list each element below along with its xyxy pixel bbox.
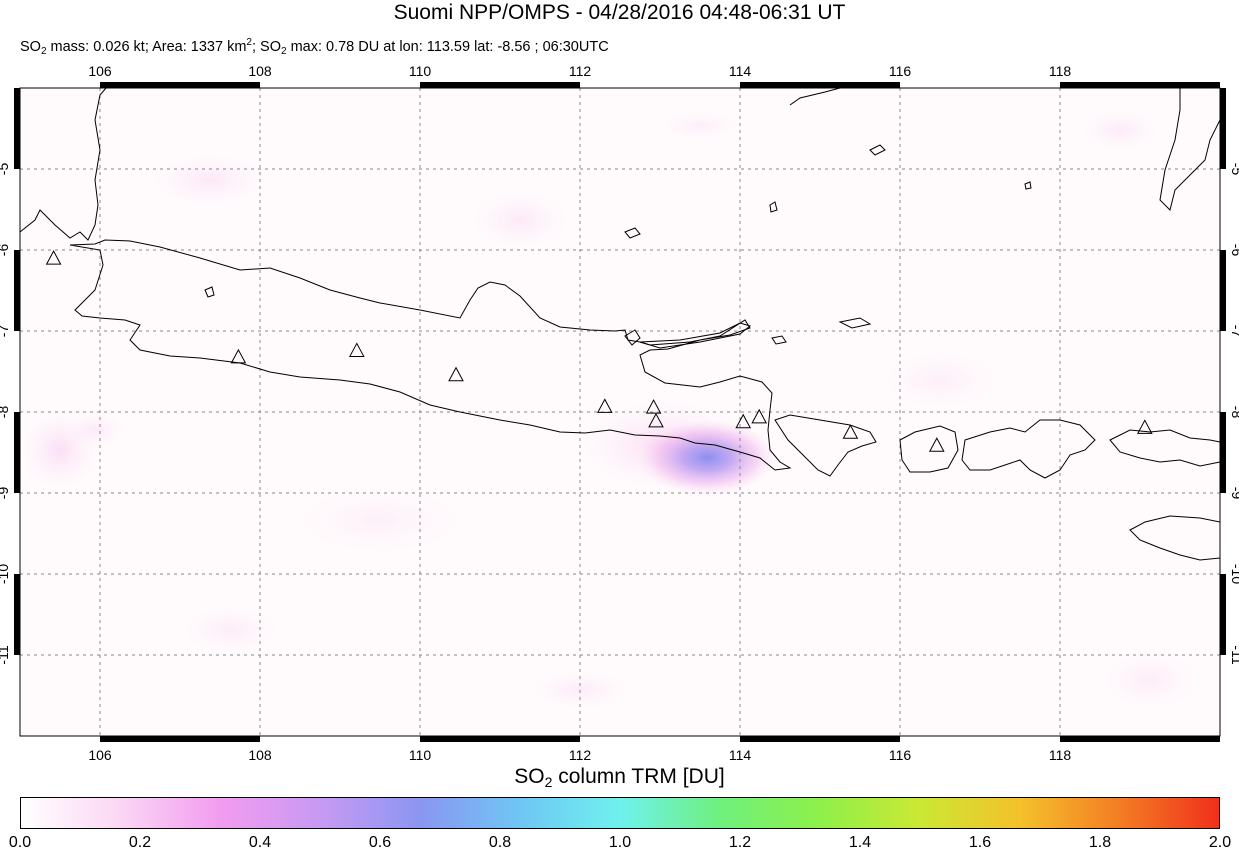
- lon-tick-label-top: 118: [1049, 63, 1072, 79]
- so2-plume: [637, 419, 778, 496]
- lon-tick-label-top: 116: [889, 63, 912, 79]
- small-island-7: [769, 201, 778, 213]
- lon-tick-label-bottom: 108: [248, 747, 272, 763]
- frame-bar-top: [100, 82, 260, 88]
- frame-bar-bottom: [1060, 736, 1220, 742]
- lon-tick-label-top: 106: [88, 63, 112, 79]
- lon-tick-label-top: 112: [569, 63, 592, 79]
- frame-bar-right: [1220, 88, 1226, 169]
- frame-bar-bottom: [740, 736, 900, 742]
- frame-bar-bottom: [100, 736, 260, 742]
- small-island-2: [869, 144, 886, 156]
- lon-tick-label-top: 108: [248, 63, 272, 79]
- frame-bar-top: [740, 82, 900, 88]
- lat-tick-label-right: -8: [1229, 406, 1239, 419]
- colorbar-tick-label: 1.6: [968, 834, 992, 851]
- lon-tick-label-bottom: 110: [409, 747, 432, 763]
- lat-tick-label-right: -9: [1229, 487, 1239, 500]
- sumba-island: [1129, 515, 1220, 561]
- frame-bar-right: [1220, 574, 1226, 655]
- volcano-marker: [735, 413, 752, 429]
- small-island-5: [204, 286, 215, 298]
- lat-tick-label-right: -5: [1229, 163, 1239, 176]
- lat-tick-label-right: -7: [1229, 325, 1239, 338]
- volcano-marker: [751, 408, 768, 424]
- volcano-marker: [842, 424, 859, 439]
- small-island-6: [771, 335, 787, 345]
- frame-bar-left: [14, 574, 20, 655]
- lat-tick-label-left: -11: [0, 645, 11, 664]
- lat-tick-label-right: -10: [1229, 564, 1239, 584]
- volcano-marker: [45, 250, 62, 265]
- volcano-marker: [348, 342, 365, 357]
- coastlines: [20, 88, 1220, 561]
- small-island-8: [1024, 181, 1032, 190]
- lat-tick-label-left: -8: [0, 406, 11, 419]
- frame-bar-right: [1220, 250, 1226, 331]
- madura-island: [639, 322, 752, 349]
- colorbar-tick-label: 0.8: [488, 834, 512, 851]
- small-island-3: [624, 329, 641, 346]
- lombok-island: [899, 425, 959, 473]
- axis-tick-labels: 106 106 108 108 110 110 112 112 114 114 116 116 118 1…: [0, 63, 1239, 763]
- lat-tick-label-right: -11: [1229, 645, 1239, 664]
- lat-tick-label-right: -6: [1229, 244, 1239, 257]
- colorbar-tick-label: 1.2: [728, 834, 752, 851]
- small-island-4: [838, 317, 872, 329]
- lon-tick-label-top: 114: [729, 63, 752, 79]
- volcano-marker: [448, 366, 464, 382]
- lat-tick-label-left: -10: [0, 564, 11, 584]
- volcano-marker: [645, 399, 662, 414]
- volcano-marker: [648, 412, 664, 428]
- lon-tick-label-bottom: 116: [889, 747, 912, 763]
- volcano-marker: [928, 437, 945, 452]
- frame-bar-top: [1060, 82, 1220, 88]
- frame-scale-bars: [14, 82, 1226, 742]
- lon-tick-label-top: 110: [409, 63, 432, 79]
- volcano-marker: [596, 398, 613, 413]
- colorbar-tick-label: 0.4: [248, 834, 272, 851]
- frame-bar-bottom: [420, 736, 580, 742]
- lon-tick-label-bottom: 112: [569, 747, 592, 763]
- so2-field: [20, 108, 1200, 710]
- lat-tick-label-left: -7: [0, 325, 11, 338]
- volcano-markers: [45, 250, 1153, 452]
- frame-bar-left: [14, 412, 20, 493]
- borneo-coast: [789, 88, 841, 106]
- map-title: Suomi NPP/OMPS - 04/28/2016 04:48-06:31 …: [393, 1, 846, 24]
- colorbar-tick-label: 1.0: [608, 834, 632, 851]
- sumatra-coast: [20, 88, 107, 241]
- graticule: [20, 88, 1220, 736]
- lat-tick-label-left: -9: [0, 487, 11, 500]
- sumbawa-island: [961, 419, 1096, 479]
- colorbar-tick-label: 0.6: [368, 834, 392, 851]
- lon-tick-label-bottom: 114: [729, 747, 752, 763]
- small-island-1: [624, 227, 641, 239]
- volcano-marker: [1136, 419, 1153, 434]
- sulawesi-coast: [1159, 88, 1220, 211]
- lat-tick-label-left: -5: [0, 163, 11, 176]
- frame-bar-right: [1220, 412, 1226, 493]
- bali-island: [774, 414, 877, 477]
- lon-tick-label-bottom: 118: [1049, 747, 1072, 763]
- lon-tick-label-bottom: 106: [88, 747, 112, 763]
- flores-island: [1109, 429, 1220, 467]
- colorbar-tick-label: 0.2: [128, 834, 152, 851]
- frame-bar-left: [14, 250, 20, 331]
- colorbar-tick-label: 1.4: [848, 834, 872, 851]
- colorbar-title: SO2 column TRM [DU]: [514, 765, 725, 790]
- frame-bar-top: [420, 82, 580, 88]
- lat-tick-label-left: -6: [0, 244, 11, 257]
- colorbar-tick-label: 0.0: [8, 834, 32, 851]
- frame-bar-left: [14, 88, 20, 169]
- colorbar-tick-label: 2.0: [1208, 834, 1232, 851]
- colorbar: [20, 797, 1220, 829]
- map-subtitle: SO2 mass: 0.026 kt; Area: 1337 km2; SO2 …: [20, 37, 609, 57]
- volcano-marker: [230, 348, 247, 364]
- java-island: [69, 239, 792, 471]
- colorbar-tick-label: 1.8: [1088, 834, 1112, 851]
